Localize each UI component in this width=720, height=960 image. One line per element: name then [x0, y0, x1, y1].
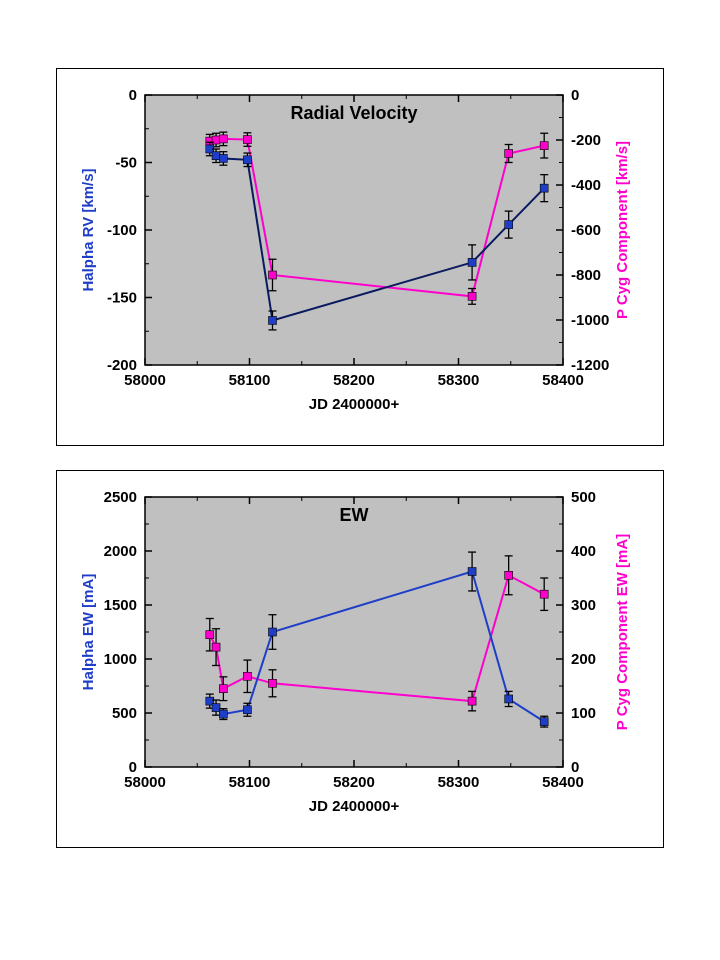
svg-text:-200: -200	[107, 357, 137, 374]
svg-text:2000: 2000	[104, 543, 137, 560]
svg-text:-200: -200	[571, 132, 601, 149]
x-axis-label: JD 2400000+	[309, 798, 400, 815]
chart-title: Radial Velocity	[290, 103, 417, 123]
svg-text:0: 0	[129, 87, 137, 104]
y-right-axis-label: P Cyg Component [km/s]	[614, 141, 631, 319]
ew-chart: 5800058100582005830058400050010001500200…	[67, 481, 653, 841]
svg-text:58000: 58000	[124, 774, 166, 791]
svg-text:58300: 58300	[438, 774, 480, 791]
x-axis-label: JD 2400000+	[309, 396, 400, 413]
svg-text:-400: -400	[571, 177, 601, 194]
svg-text:-800: -800	[571, 267, 601, 284]
svg-text:58200: 58200	[333, 372, 375, 389]
chart-panel-ew: 5800058100582005830058400050010001500200…	[56, 470, 664, 848]
svg-text:1000: 1000	[104, 651, 137, 668]
svg-text:0: 0	[129, 759, 137, 776]
svg-text:300: 300	[571, 597, 596, 614]
svg-text:-1000: -1000	[571, 312, 609, 329]
chart-title: EW	[340, 505, 369, 525]
svg-text:500: 500	[571, 489, 596, 506]
svg-text:0: 0	[571, 759, 579, 776]
svg-text:100: 100	[571, 705, 596, 722]
svg-text:58300: 58300	[438, 372, 480, 389]
svg-text:-1200: -1200	[571, 357, 609, 374]
svg-text:1500: 1500	[104, 597, 137, 614]
svg-text:200: 200	[571, 651, 596, 668]
svg-text:58100: 58100	[229, 372, 271, 389]
y-right-axis-label: P Cyg Component EW [mA]	[614, 534, 631, 730]
svg-text:400: 400	[571, 543, 596, 560]
svg-text:58400: 58400	[542, 372, 584, 389]
y-left-axis-label: Halpha EW [mA]	[80, 574, 97, 691]
y-left-axis-label: Halpha RV [km/s]	[80, 168, 97, 291]
radial-velocity-chart: 58000 58100 58200 58300 58400 -200 -150 -100 -50…	[67, 79, 653, 439]
svg-text:58400: 58400	[542, 774, 584, 791]
svg-text:58000: 58000	[124, 372, 166, 389]
page: 58000 58100 58200 58300 58400 -200 -150 -100 -50…	[0, 0, 720, 940]
svg-text:-600: -600	[571, 222, 601, 239]
svg-text:0: 0	[571, 87, 579, 104]
svg-text:-100: -100	[107, 222, 137, 239]
svg-text:2500: 2500	[104, 489, 137, 506]
svg-text:58100: 58100	[229, 774, 271, 791]
svg-text:-150: -150	[107, 290, 137, 307]
svg-text:500: 500	[112, 705, 137, 722]
chart-panel-rv: 58000 58100 58200 58300 58400 -200 -150 -100 -50…	[56, 68, 664, 446]
svg-text:-50: -50	[115, 155, 137, 172]
svg-text:58200: 58200	[333, 774, 375, 791]
